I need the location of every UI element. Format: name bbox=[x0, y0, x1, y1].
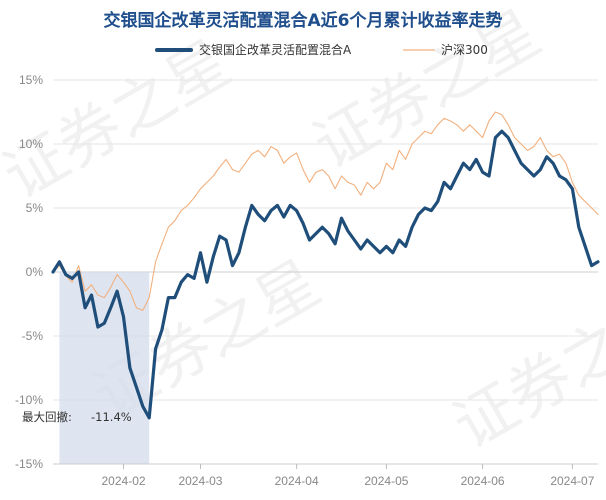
y-tick-label: 10% bbox=[19, 137, 43, 151]
max-drawdown-label: 最大回撤: bbox=[22, 410, 72, 424]
y-tick-label: -15% bbox=[15, 457, 43, 471]
x-axis: 2024-02 2024-03 2024-04 2024-05 2024-06 2024-… bbox=[53, 463, 598, 488]
x-tick-label: 2024-05 bbox=[364, 474, 408, 488]
series-line-fund bbox=[51, 129, 600, 420]
legend-label-fund: 交银国企改革灵活配置混合A bbox=[199, 42, 352, 57]
x-tick-label: 2024-03 bbox=[178, 474, 222, 488]
y-tick-label: -5% bbox=[22, 329, 44, 343]
x-tick-label: 2024-06 bbox=[461, 474, 505, 488]
max-drawdown-value: -11.4% bbox=[91, 410, 132, 424]
y-tick-label: 0% bbox=[26, 265, 44, 279]
y-tick-label: 15% bbox=[19, 73, 43, 87]
watermark-text: 证券之星 bbox=[441, 276, 606, 463]
legend: 交银国企改革灵活配置混合A 沪深300 bbox=[155, 42, 488, 57]
series-line-index bbox=[52, 111, 599, 311]
y-axis: 15% 10% 5% 0% -5% -10% -15% bbox=[15, 73, 43, 471]
max-drawdown-region bbox=[59, 272, 150, 464]
y-tick-label: -10% bbox=[15, 393, 43, 407]
chart-title: 交银国企改革灵活配置混合A近6个月累计收益率走势 bbox=[104, 10, 503, 31]
legend-label-index: 沪深300 bbox=[441, 43, 488, 57]
x-tick-label: 2024-07 bbox=[550, 474, 594, 488]
x-tick-label: 2024-04 bbox=[275, 474, 319, 488]
series-layer bbox=[51, 111, 600, 420]
drawdown-area bbox=[59, 272, 150, 464]
y-tick-label: 5% bbox=[26, 201, 44, 215]
x-tick-label: 2024-02 bbox=[102, 474, 146, 488]
